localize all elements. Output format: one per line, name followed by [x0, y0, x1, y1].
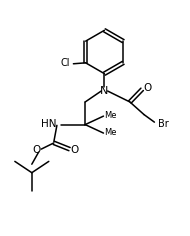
Text: Me: Me — [104, 111, 117, 120]
Text: Me: Me — [104, 128, 117, 137]
Text: HN: HN — [41, 119, 56, 129]
Text: Br: Br — [158, 119, 169, 129]
Text: N: N — [100, 86, 109, 96]
Text: O: O — [71, 145, 79, 155]
Text: Cl: Cl — [61, 58, 70, 68]
Text: O: O — [32, 145, 40, 155]
Text: O: O — [143, 83, 151, 93]
